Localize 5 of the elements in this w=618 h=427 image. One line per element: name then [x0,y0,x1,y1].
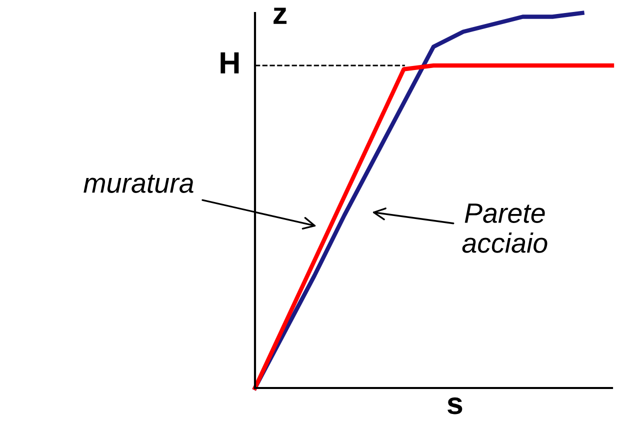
annotation: Parete acciaio [462,204,548,253]
y-axis-title: z [274,8,287,24]
x-axis-title: s [448,397,462,414]
text: muratura [84,174,194,193]
ref-line-label: H [220,52,239,74]
